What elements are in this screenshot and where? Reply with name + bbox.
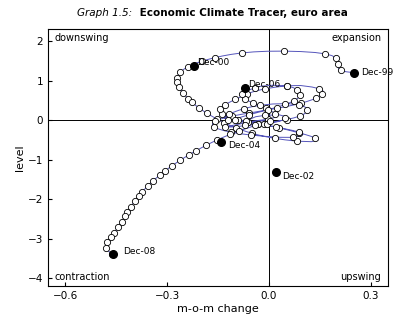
X-axis label: m-o-m change: m-o-m change — [177, 304, 259, 314]
Text: downswing: downswing — [55, 33, 109, 43]
Text: upswing: upswing — [340, 272, 381, 282]
Text: Dec-02: Dec-02 — [282, 172, 315, 181]
Text: Graph 1.5:: Graph 1.5: — [77, 8, 132, 18]
Text: Dec-00: Dec-00 — [198, 58, 230, 67]
Text: Dec-08: Dec-08 — [123, 247, 155, 256]
Y-axis label: level: level — [15, 144, 25, 171]
Text: Dec-04: Dec-04 — [228, 141, 260, 150]
Text: Economic Climate Tracer, euro area: Economic Climate Tracer, euro area — [136, 8, 348, 18]
Text: contraction: contraction — [55, 272, 110, 282]
Text: Dec-06: Dec-06 — [249, 80, 281, 89]
Text: Dec-99: Dec-99 — [361, 68, 393, 77]
Text: expansion: expansion — [331, 33, 381, 43]
